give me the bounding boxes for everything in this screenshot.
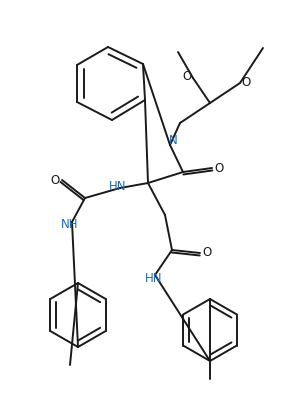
- Text: NH: NH: [61, 219, 79, 231]
- Text: O: O: [182, 71, 192, 83]
- Text: HN: HN: [109, 180, 127, 194]
- Text: O: O: [202, 247, 212, 259]
- Text: O: O: [241, 75, 251, 89]
- Text: O: O: [214, 162, 224, 174]
- Text: HN: HN: [145, 273, 163, 286]
- Text: N: N: [169, 134, 177, 148]
- Text: O: O: [50, 174, 60, 186]
